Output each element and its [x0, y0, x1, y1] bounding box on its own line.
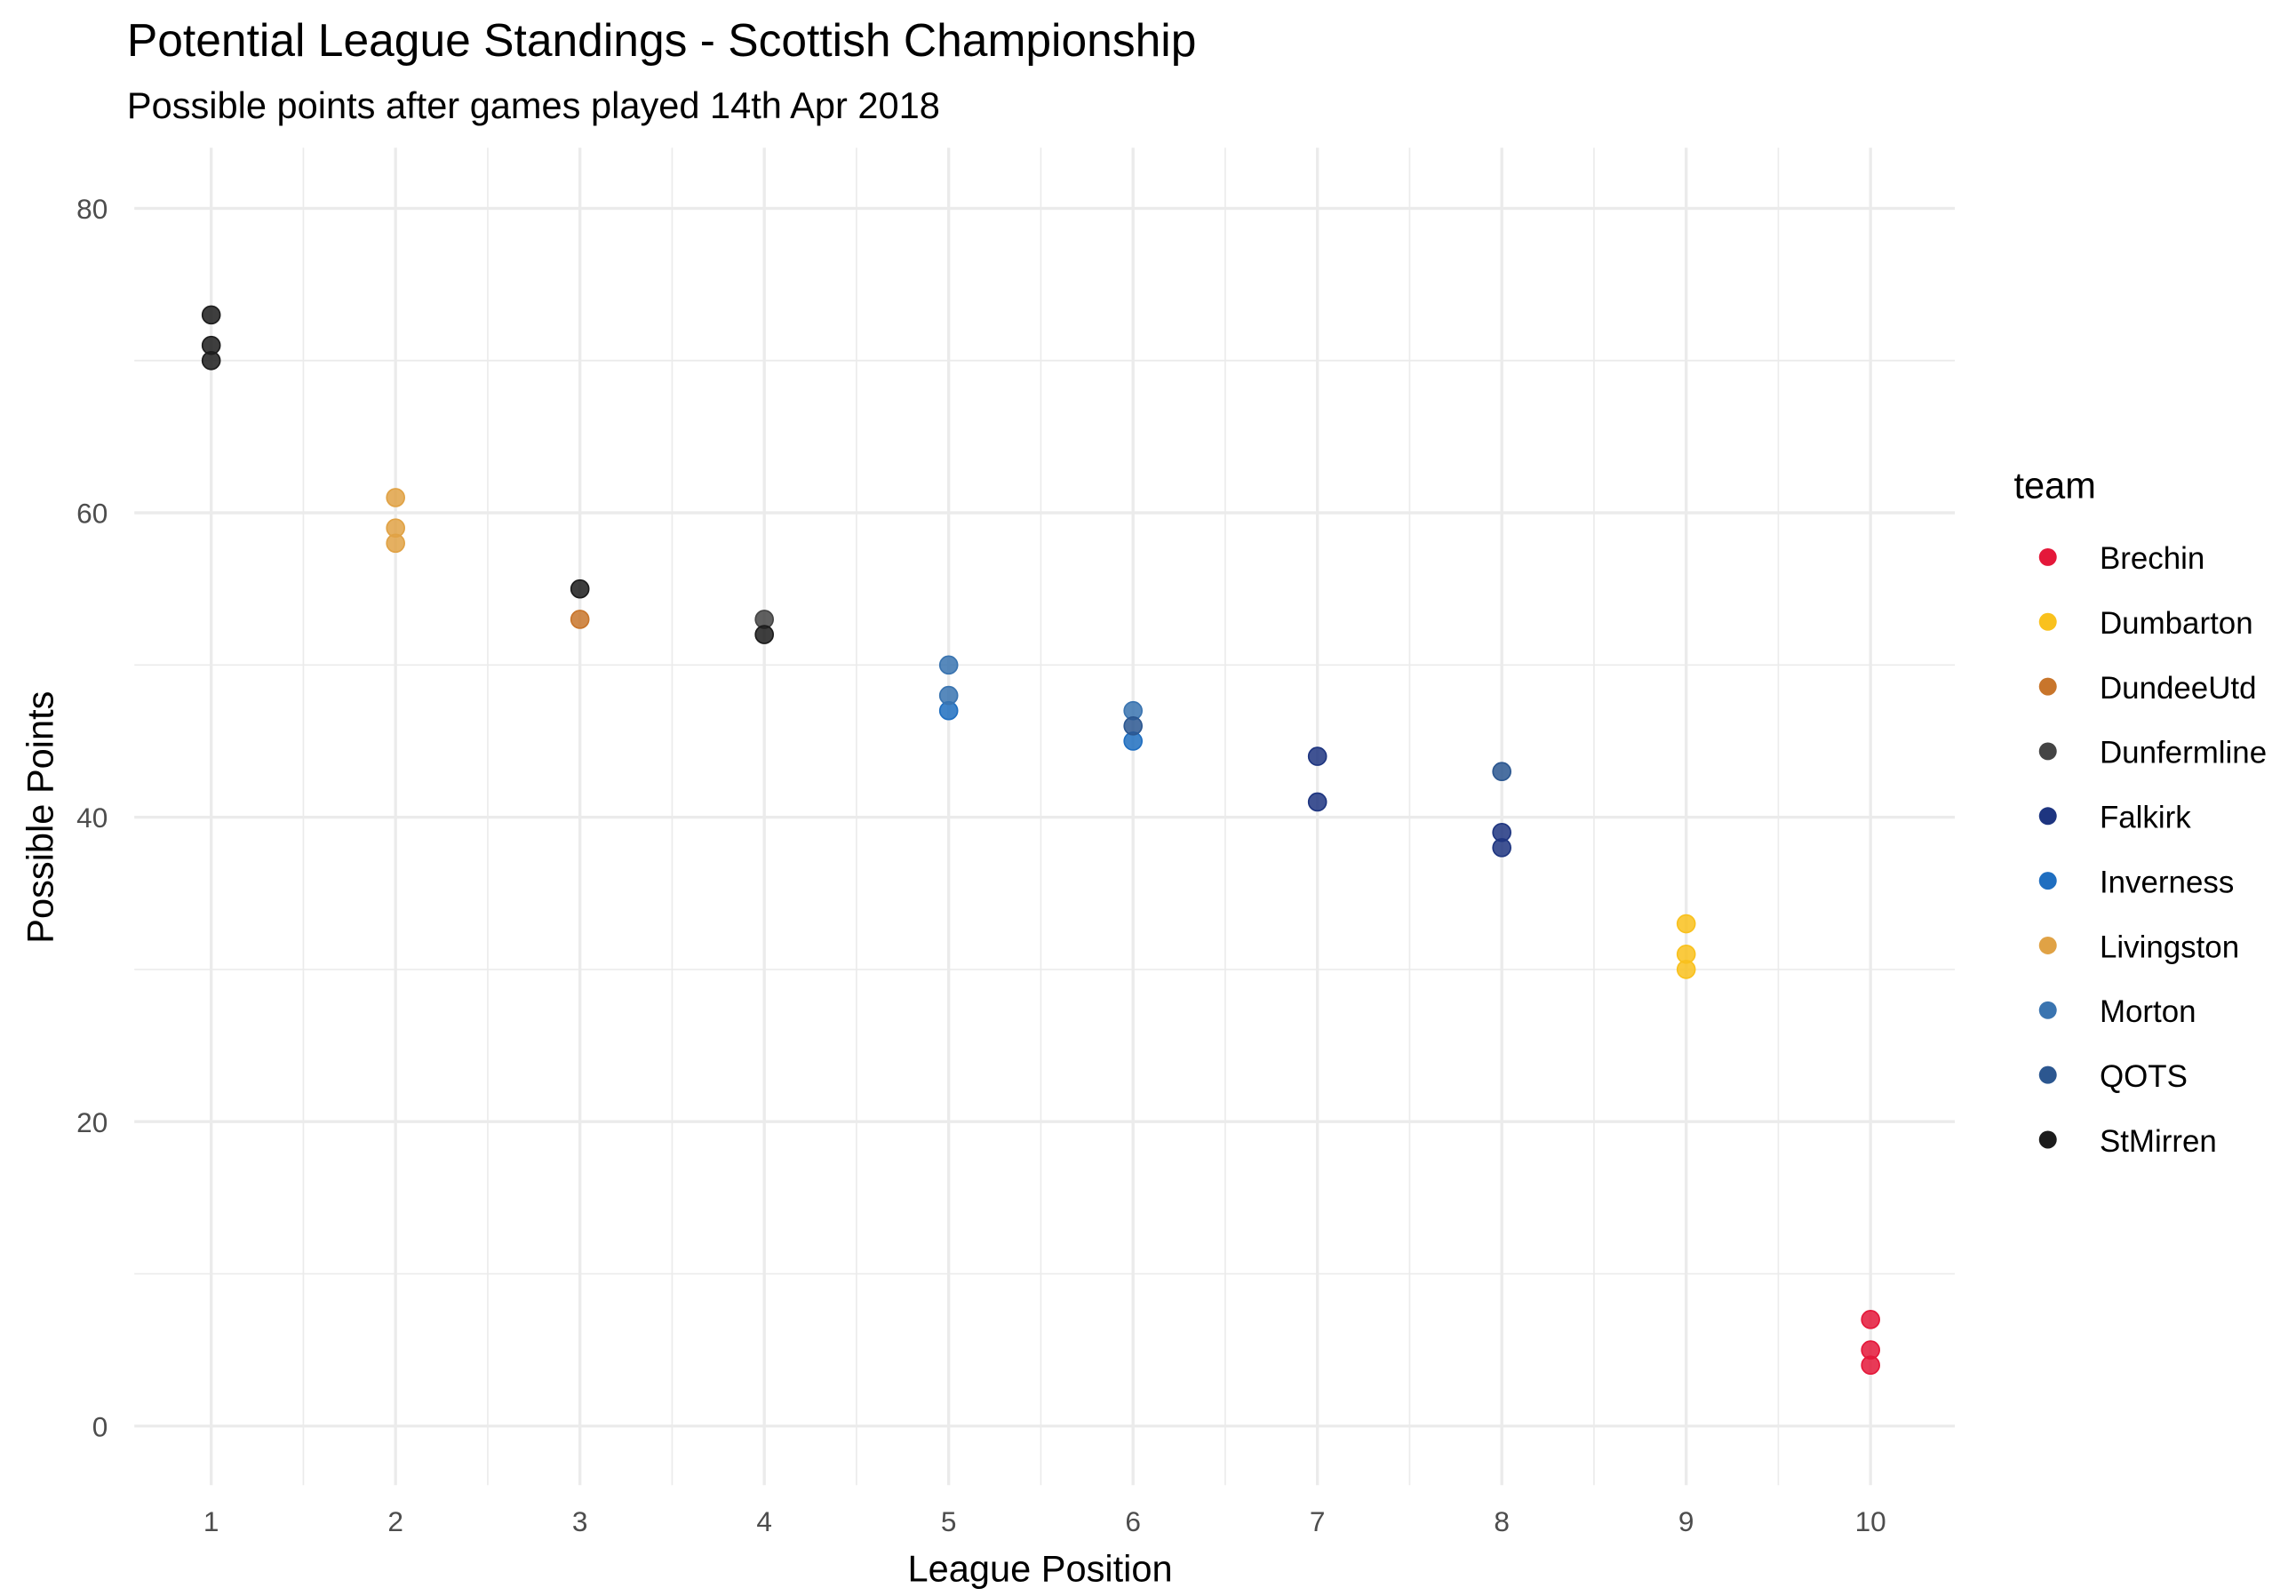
data-point-dumbarton	[1676, 960, 1696, 979]
legend-label: Dumbarton	[2100, 606, 2253, 641]
x-tick-label: 4	[756, 1505, 772, 1537]
legend-item-stmirren: StMirren	[2038, 1124, 2217, 1159]
legend-key	[2038, 872, 2057, 890]
data-point-brechin	[1861, 1355, 1880, 1376]
legend-label: Brechin	[2100, 541, 2204, 576]
legend-label: DundeeUtd	[2100, 671, 2257, 706]
data-point-livingston	[386, 488, 405, 507]
legend-key	[2038, 612, 2057, 631]
legend-label: Livingston	[2100, 930, 2239, 964]
legend-item-morton: Morton	[2038, 994, 2196, 1029]
legend-item-qots: QOTS	[2038, 1059, 2188, 1094]
legend-key	[2038, 742, 2057, 761]
grid	[134, 148, 1955, 1486]
x-tick-label: 1	[203, 1505, 219, 1537]
legend-label: Falkirk	[2100, 801, 2191, 835]
data-point-livingston	[386, 533, 405, 554]
data-point-dundeeutd	[570, 610, 590, 629]
legend-item-dundeeutd: DundeeUtd	[2038, 671, 2257, 706]
legend-item-livingston: Livingston	[2038, 930, 2239, 964]
x-tick-label: 6	[1125, 1505, 1141, 1537]
y-tick-label: 60	[76, 498, 108, 530]
legend-key	[2038, 807, 2057, 826]
legend-key	[2038, 1001, 2057, 1019]
x-tick-label: 8	[1494, 1505, 1510, 1537]
data-point-brechin	[1861, 1310, 1880, 1329]
x-axis-label: League Position	[908, 1547, 1173, 1589]
chart-subtitle: Possible points after games played 14th …	[127, 84, 940, 126]
x-tick-label: 9	[1678, 1505, 1694, 1537]
legend-key	[2038, 677, 2057, 696]
data-point-stmirren	[201, 350, 221, 371]
y-tick-label: 20	[76, 1106, 108, 1138]
x-tick-label: 10	[1855, 1505, 1886, 1537]
data-point-stmirren	[754, 625, 774, 644]
y-tick-label: 0	[92, 1410, 108, 1442]
data-point-qots	[1123, 716, 1143, 736]
data-points	[201, 305, 1880, 1376]
legend-title: team	[2013, 464, 2095, 506]
chart-title: Potential League Standings - Scottish Ch…	[127, 14, 1197, 66]
legend-key	[2038, 1130, 2057, 1149]
legend: Brechin Dumbarton DundeeUtd Dunfermline Falk…	[2038, 541, 2267, 1159]
legend-label: Dunfermline	[2100, 736, 2267, 770]
data-point-falkirk	[1492, 838, 1511, 858]
legend-label: QOTS	[2100, 1059, 2188, 1094]
legend-item-inverness: Inverness	[2038, 865, 2234, 899]
y-axis-ticks: 0 20 40 60 80	[76, 193, 108, 1442]
data-point-falkirk	[1307, 746, 1327, 766]
data-point-qots	[1492, 762, 1511, 782]
data-point-stmirren	[201, 305, 221, 325]
legend-label: StMirren	[2100, 1124, 2217, 1159]
legend-label: Morton	[2100, 994, 2196, 1029]
data-point-morton	[938, 655, 959, 675]
legend-item-dunfermline: Dunfermline	[2038, 736, 2267, 770]
legend-item-dumbarton: Dumbarton	[2038, 606, 2253, 641]
y-tick-label: 80	[76, 193, 108, 225]
y-tick-label: 40	[76, 802, 108, 834]
data-point-falkirk	[1307, 792, 1327, 812]
x-tick-label: 2	[387, 1505, 403, 1537]
x-tick-label: 3	[572, 1505, 588, 1537]
y-axis-label: Possible Points	[20, 691, 61, 944]
data-point-dumbarton	[1676, 914, 1696, 934]
legend-key	[2038, 547, 2057, 566]
legend-key	[2038, 1065, 2057, 1084]
x-tick-label: 5	[941, 1505, 957, 1537]
data-point-morton	[938, 685, 959, 706]
legend-key	[2038, 936, 2057, 954]
x-axis-ticks: 1 2 3 4 5 6 7 8 9 10	[203, 1505, 1886, 1537]
x-tick-label: 7	[1310, 1505, 1326, 1537]
legend-item-falkirk: Falkirk	[2038, 801, 2191, 835]
legend-item-brechin: Brechin	[2038, 541, 2204, 576]
data-point-stmirren	[570, 579, 590, 599]
legend-label: Inverness	[2100, 865, 2234, 899]
